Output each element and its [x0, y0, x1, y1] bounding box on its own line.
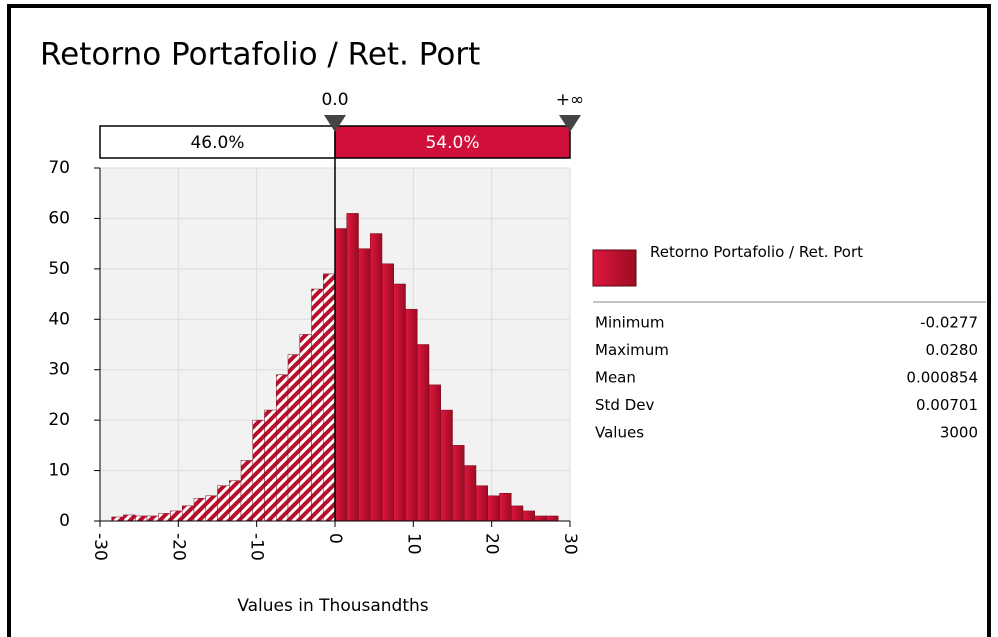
- bar: [464, 465, 477, 522]
- frame: [7, 4, 991, 637]
- region-bar: [334, 125, 571, 159]
- x-tick-label: -10: [247, 533, 267, 561]
- y-tick-label: 10: [48, 461, 70, 481]
- stat-value: -0.0277: [920, 314, 978, 332]
- bar: [546, 515, 559, 522]
- bar: [475, 485, 488, 522]
- bar: [135, 515, 148, 522]
- bar: [205, 495, 218, 522]
- bar: [123, 514, 136, 522]
- bar: [499, 493, 512, 522]
- bar: [522, 510, 535, 522]
- bar: [370, 233, 383, 522]
- bar: [511, 505, 524, 522]
- delimiter-marker: [559, 115, 581, 132]
- stat-name: Maximum: [595, 341, 669, 359]
- bar: [170, 510, 183, 522]
- bar: [240, 460, 253, 522]
- stat-name: Std Dev: [595, 396, 654, 414]
- x-tick-label: -30: [90, 533, 110, 561]
- bar: [182, 505, 195, 522]
- bar: [534, 515, 547, 522]
- region-label: 54.0%: [425, 133, 479, 153]
- x-tick-label: 0: [325, 533, 345, 544]
- legend-label: Retorno Portafolio / Ret. Port: [650, 243, 864, 261]
- bar: [428, 384, 441, 522]
- bar: [264, 409, 277, 522]
- bar: [440, 409, 453, 522]
- stat-name: Mean: [595, 369, 636, 387]
- stat-value: 3000: [940, 424, 978, 442]
- legend-swatch: [592, 249, 637, 287]
- bar: [158, 513, 171, 522]
- x-tick-label: 30: [560, 533, 580, 555]
- y-tick-label: 30: [48, 360, 70, 380]
- y-tick-label: 20: [48, 410, 70, 430]
- bar: [217, 485, 230, 522]
- y-tick-label: 70: [48, 158, 70, 178]
- y-tick-label: 60: [48, 208, 70, 228]
- bar: [193, 498, 206, 522]
- region-bar: [99, 125, 336, 159]
- bar: [252, 419, 265, 522]
- x-axis-title: Values in Thousandths: [237, 596, 428, 616]
- y-tick-label: 40: [48, 309, 70, 329]
- delimiter-label: 0.0: [321, 90, 348, 110]
- bar: [334, 228, 347, 522]
- x-tick-label: -20: [168, 533, 188, 561]
- stat-name: Minimum: [595, 314, 665, 332]
- delimiter-marker: [324, 115, 346, 132]
- bar: [276, 374, 289, 522]
- bar: [346, 213, 359, 522]
- x-tick-label: 10: [403, 533, 423, 555]
- bar: [358, 248, 371, 522]
- y-tick-label: 50: [48, 259, 70, 279]
- stat-value: 0.00701: [916, 396, 978, 414]
- bar: [299, 334, 312, 522]
- bar: [381, 263, 394, 522]
- bar: [311, 288, 324, 522]
- bar: [405, 308, 418, 522]
- bar: [146, 515, 159, 522]
- delimiter-label: +∞: [556, 90, 584, 110]
- bar: [111, 516, 124, 522]
- bar: [452, 445, 465, 522]
- stat-value: 0.0280: [926, 341, 979, 359]
- bar: [393, 283, 406, 522]
- bar: [287, 354, 300, 522]
- x-tick-label: 20: [482, 533, 502, 555]
- stat-value: 0.000854: [906, 369, 978, 387]
- region-label: 46.0%: [190, 133, 244, 153]
- stat-name: Values: [595, 424, 644, 442]
- bar: [487, 495, 500, 522]
- bar: [323, 273, 336, 522]
- chart-title: Retorno Portafolio / Ret. Port: [40, 37, 480, 73]
- y-tick-label: 0: [59, 511, 70, 531]
- bar: [417, 344, 430, 522]
- bar: [229, 480, 242, 522]
